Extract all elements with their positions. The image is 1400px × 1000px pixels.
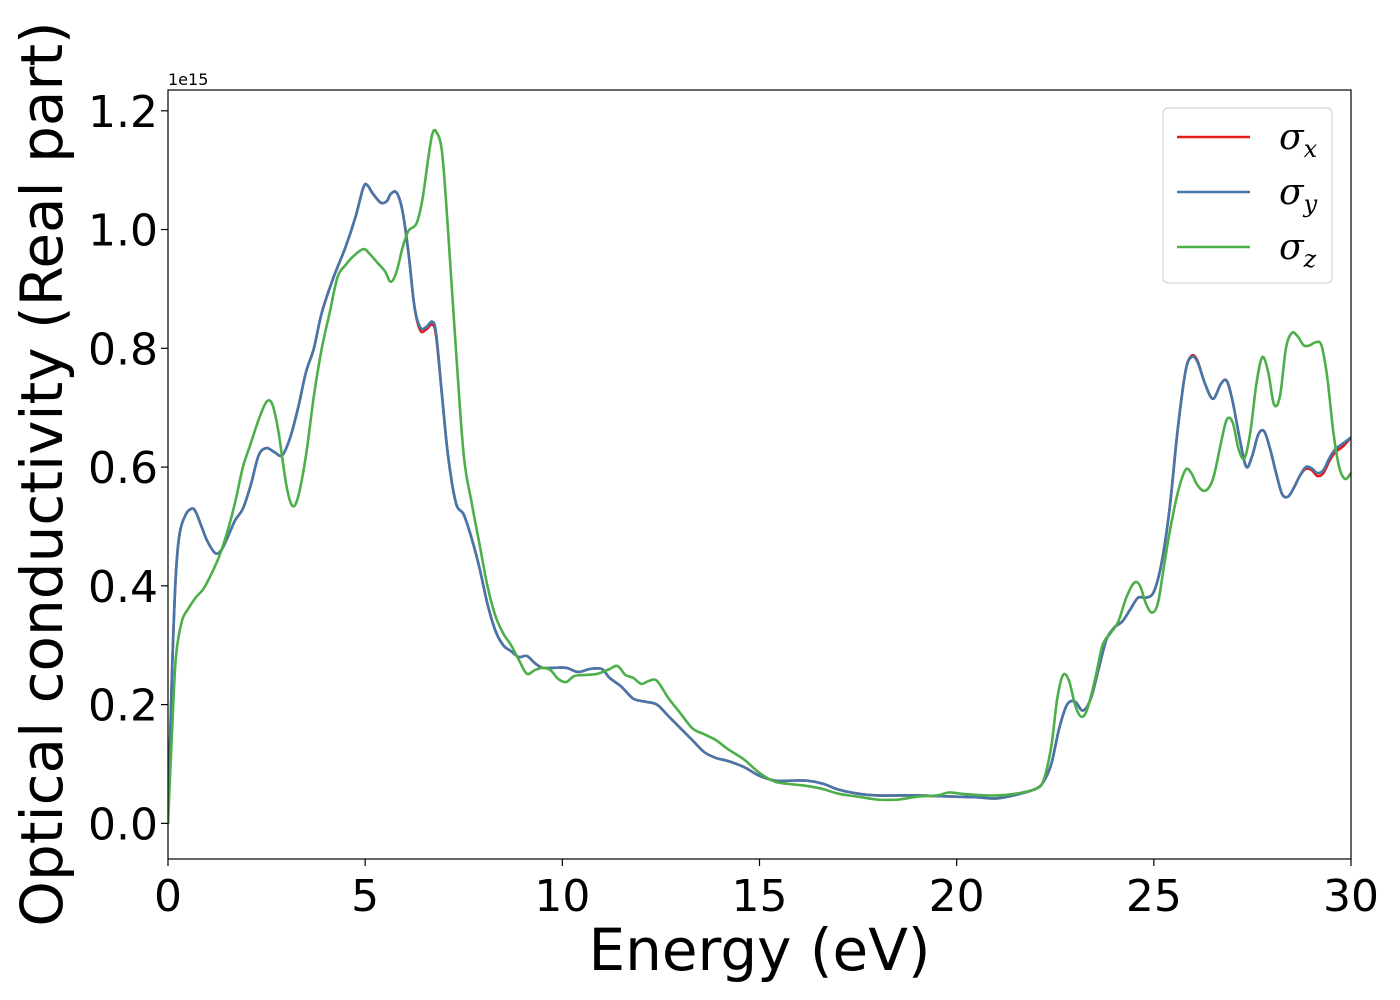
y-tick-label: 0.4 <box>88 562 158 613</box>
y-axis-label: Optical conductivity (Real part) <box>8 21 76 926</box>
x-axis-ticks: 0 5 10 15 20 25 30 <box>154 859 1379 922</box>
legend-box <box>1162 107 1333 284</box>
x-tick-label: 15 <box>732 871 788 922</box>
x-tick-label: 20 <box>929 871 985 922</box>
series-line-z <box>168 128 1351 825</box>
x-tick-label: 5 <box>351 871 379 922</box>
x-tick-label: 25 <box>1126 871 1182 922</box>
y-axis-offset-text: 1e15 <box>168 70 208 89</box>
y-axis-ticks: 0.0 0.2 0.4 0.6 0.8 1.0 1.2 <box>88 87 168 850</box>
y-tick-label: 1.2 <box>88 87 158 138</box>
x-tick-label: 30 <box>1323 871 1379 922</box>
x-axis-label: Energy (eV) <box>588 916 930 984</box>
x-tick-label: 10 <box>534 871 590 922</box>
y-tick-label: 0.0 <box>88 799 158 850</box>
x-tick-label: 0 <box>154 871 182 922</box>
y-tick-label: 0.6 <box>88 443 158 494</box>
y-tick-label: 0.2 <box>88 681 158 732</box>
y-tick-label: 1.0 <box>88 206 158 257</box>
series-line-y <box>168 182 1351 825</box>
y-tick-label: 0.8 <box>88 324 158 375</box>
plot-lines <box>168 128 1351 825</box>
